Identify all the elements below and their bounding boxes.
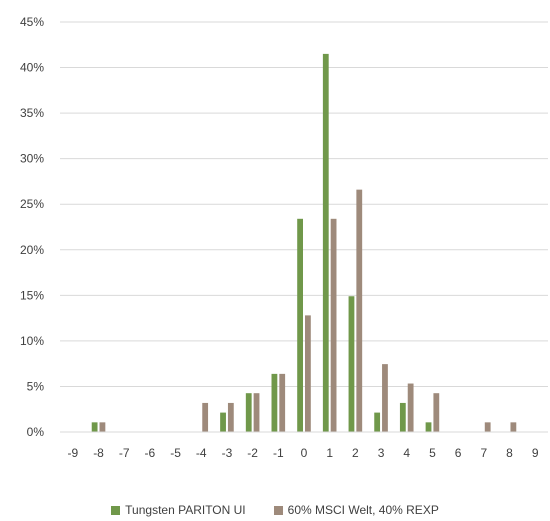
x-tick-label: -5 <box>170 446 181 460</box>
bar-series-2 <box>484 422 491 432</box>
x-tick-label: 0 <box>301 446 308 460</box>
bar-series-2 <box>330 218 337 432</box>
x-tick-label: -4 <box>196 446 207 460</box>
y-tick-label: 10% <box>20 334 44 348</box>
bar-series-2 <box>279 373 286 432</box>
legend-label: 60% MSCI Welt, 40% REXP <box>287 503 439 517</box>
x-tick-label: -6 <box>145 446 156 460</box>
x-tick-label: 6 <box>455 446 462 460</box>
legend: Tungsten PARITON UI 60% MSCI Welt, 40% RE… <box>0 503 550 517</box>
y-axis-ticks: 0% 5% 10% 15% 20% 25% 30% 35% 40% 45% <box>20 15 44 439</box>
bar-series-2 <box>99 422 106 432</box>
bar-series-1 <box>245 393 252 432</box>
y-tick-label: 0% <box>27 425 45 439</box>
bar-series-1 <box>399 402 406 432</box>
x-tick-label: 7 <box>480 446 487 460</box>
legend-label: Tungsten PARITON UI <box>125 503 246 517</box>
y-tick-label: 35% <box>20 106 44 120</box>
x-tick-label: -3 <box>222 446 233 460</box>
x-tick-label: 5 <box>429 446 436 460</box>
bar-series-2 <box>382 364 388 432</box>
x-tick-label: -7 <box>119 446 130 460</box>
y-tick-label: 15% <box>20 288 44 302</box>
bar-series-1 <box>91 422 98 432</box>
x-tick-label: 1 <box>326 446 333 460</box>
bar-series-1 <box>271 373 278 432</box>
bar-series-2 <box>510 422 517 432</box>
legend-item: Tungsten PARITON UI <box>111 503 246 517</box>
bar-series-2 <box>202 402 209 432</box>
x-axis-ticks: -9 -8 -7 -6 -5 -4 -3 -2 -1 0 1 2 3 4 5 6 7 8 9 <box>68 446 539 460</box>
chart: 0%5%10%15%20%25%30%35%40%45% -9 -8 -7 -6 -5-… <box>20 15 548 460</box>
bar-series-2 <box>356 189 363 432</box>
x-tick-label: 9 <box>532 446 539 460</box>
x-tick-label: -2 <box>247 446 258 460</box>
y-tick-label: 5% <box>27 379 45 393</box>
x-tick-label: 8 <box>506 446 513 460</box>
x-tick-label: 2 <box>352 446 359 460</box>
x-tick-label: -9 <box>68 446 79 460</box>
bar-series-2 <box>253 393 260 432</box>
bar-series-2 <box>305 315 311 432</box>
y-tick-label: 25% <box>20 197 44 211</box>
bar-series-2 <box>433 393 440 432</box>
bar-series-1 <box>348 296 355 432</box>
x-tick-label: -8 <box>93 446 104 460</box>
legend-swatch <box>273 505 283 515</box>
y-tick-label: 20% <box>20 243 44 257</box>
bars <box>91 53 517 433</box>
legend-item: 60% MSCI Welt, 40% REXP <box>273 503 439 517</box>
y-tick-label: 45% <box>20 15 44 29</box>
y-tick-label: 40% <box>20 61 44 75</box>
bar-series-2 <box>407 383 414 432</box>
x-tick-label: -1 <box>273 446 284 460</box>
bar-series-1 <box>220 412 226 432</box>
bar-series-1 <box>322 53 329 433</box>
bar-series-1 <box>297 218 303 432</box>
bar-series-1 <box>425 422 432 432</box>
legend-swatch <box>111 505 121 515</box>
gridlines <box>60 21 548 387</box>
bar-series-1 <box>374 412 381 432</box>
y-tick-label: 30% <box>20 152 44 166</box>
x-tick-label: 4 <box>403 446 410 460</box>
bar-series-2 <box>227 402 234 432</box>
x-tick-label: 3 <box>378 446 385 460</box>
